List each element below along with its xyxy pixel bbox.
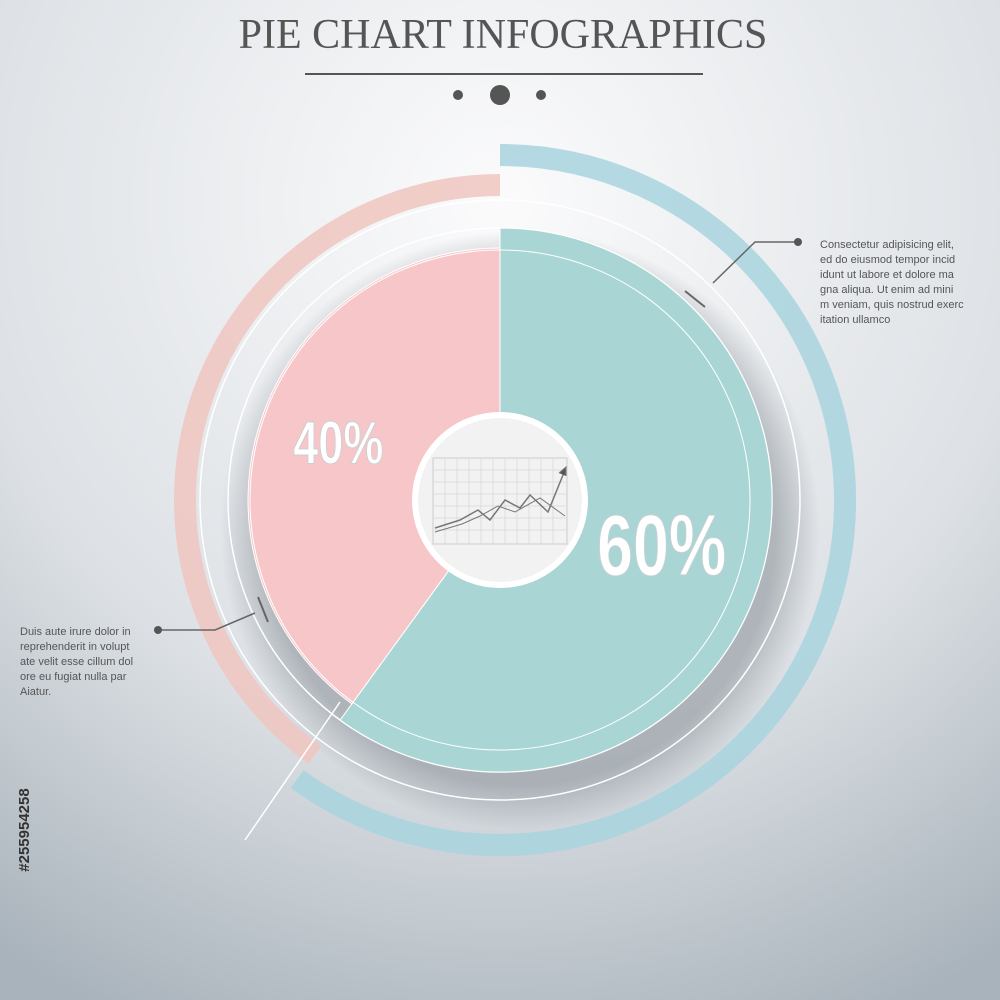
annotation-line: ate velit esse cillum dol xyxy=(20,656,133,668)
annotation-line: gna aliqua. Ut enim ad mini xyxy=(820,284,953,296)
value-label: 40% xyxy=(293,410,383,477)
guide-line xyxy=(244,701,341,841)
guide-ring xyxy=(199,199,801,801)
outer-ring xyxy=(174,174,501,764)
guide-ring xyxy=(249,249,751,751)
annotation-line: ed do eiusmod tempor incid xyxy=(820,254,955,266)
value-label: 60% xyxy=(597,498,726,594)
chart-title: PIE CHART INFOGRAPHICS xyxy=(239,12,768,58)
pie-slice xyxy=(247,247,501,705)
center-disc xyxy=(412,412,588,588)
chart-icon xyxy=(432,457,568,545)
dot xyxy=(490,85,510,105)
annotation-line: idunt ut labore et dolore ma xyxy=(820,269,955,281)
watermark-id: #255954258 xyxy=(16,788,33,871)
dot xyxy=(453,90,463,100)
annotation: Duis aute irure dolor in reprehenderit in… xyxy=(20,596,269,698)
annotation-line: m veniam, quis nostrud exerc xyxy=(820,299,964,311)
annotation-line: Consectetur adipisicing elit, xyxy=(820,239,954,251)
annotation-line: Duis aute irure dolor in xyxy=(20,626,131,638)
outer-ring xyxy=(290,144,856,856)
annotation: Consectetur adipisicing elit, ed do eiusm… xyxy=(684,238,964,326)
annotation-line: Aiatur. xyxy=(20,686,51,698)
dot xyxy=(536,90,546,100)
annotation-line: ore eu fugiat nulla par xyxy=(20,671,127,683)
annotation-line: itation ullamco xyxy=(820,314,890,326)
annotation-line: reprehenderit in volupt xyxy=(20,641,129,653)
